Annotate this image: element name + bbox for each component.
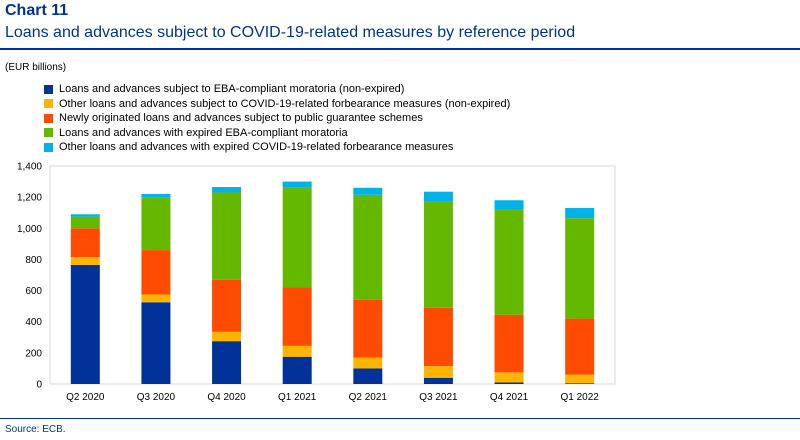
bar-segment bbox=[353, 357, 383, 369]
y-tick-label: 1,200 bbox=[17, 193, 42, 204]
x-tick-label: Q4 2021 bbox=[490, 392, 529, 403]
bar-segment bbox=[423, 191, 453, 202]
chart-title: Loans and advances subject to COVID-19-r… bbox=[5, 24, 576, 41]
bar-segment bbox=[141, 197, 171, 251]
bar-segment bbox=[212, 187, 242, 193]
legend-swatch bbox=[44, 113, 53, 123]
legend-label: Other loans and advances subject to COVI… bbox=[59, 97, 511, 110]
bar-segment bbox=[353, 299, 383, 358]
legend: Loans and advances subject to EBA-compli… bbox=[44, 82, 510, 155]
bar-segment bbox=[423, 366, 453, 378]
bar-segment bbox=[141, 294, 171, 303]
bar-segment bbox=[282, 187, 312, 288]
bar-segment bbox=[353, 187, 383, 195]
footer-rule bbox=[0, 418, 800, 419]
bar-segment bbox=[141, 194, 171, 198]
bar-segment bbox=[565, 218, 595, 319]
bar-segment bbox=[565, 383, 595, 384]
bar-segment bbox=[141, 250, 171, 295]
x-tick-label: Q1 2021 bbox=[278, 392, 317, 403]
legend-item: Loans and advances with expired EBA-comp… bbox=[44, 126, 510, 141]
x-tick-label: Q2 2021 bbox=[349, 392, 388, 403]
legend-label: Other loans and advances with expired CO… bbox=[59, 141, 454, 153]
bar-segment bbox=[212, 192, 242, 280]
legend-label: Loans and advances with expired EBA-comp… bbox=[59, 126, 348, 139]
bar-segment bbox=[282, 181, 312, 188]
legend-label: Loans and advances subject to EBA-compli… bbox=[59, 83, 405, 95]
bar-segment bbox=[423, 201, 453, 308]
bar-segment bbox=[70, 257, 100, 265]
plot-frame bbox=[49, 165, 616, 385]
source-note: Source: ECB. bbox=[5, 424, 66, 435]
legend-swatch bbox=[44, 142, 53, 152]
bar-segment bbox=[70, 264, 100, 384]
bar-segment bbox=[353, 368, 383, 384]
bar-segment bbox=[423, 377, 453, 384]
bar-segment bbox=[282, 345, 312, 357]
header-rule bbox=[0, 48, 800, 50]
bar-segment bbox=[494, 200, 524, 210]
x-tick-label: Q3 2021 bbox=[419, 392, 458, 403]
bar-segment bbox=[70, 214, 100, 217]
y-tick-label: 0 bbox=[36, 380, 42, 391]
bar-segment bbox=[212, 279, 242, 332]
legend-item: Other loans and advances with expired CO… bbox=[44, 140, 510, 155]
bar-segment bbox=[282, 287, 312, 346]
bar-segment bbox=[565, 318, 595, 375]
y-tick-label: 800 bbox=[25, 255, 42, 266]
bar-segment bbox=[494, 372, 524, 383]
unit-label: (EUR billions) bbox=[5, 62, 67, 73]
chart-number: Chart 11 bbox=[5, 2, 69, 19]
y-tick-label: 600 bbox=[25, 286, 42, 297]
legend-item: Other loans and advances subject to COVI… bbox=[44, 97, 510, 112]
bar-segment bbox=[494, 382, 524, 384]
legend-item: Loans and advances subject to EBA-compli… bbox=[44, 82, 510, 97]
legend-swatch bbox=[44, 84, 53, 94]
legend-label: Newly originated loans and advances subj… bbox=[59, 112, 423, 124]
x-tick-label: Q4 2020 bbox=[207, 392, 246, 403]
bar-segment bbox=[141, 302, 171, 384]
legend-swatch bbox=[44, 128, 53, 138]
bar-segment bbox=[423, 307, 453, 367]
bar-segment bbox=[494, 209, 524, 315]
y-tick-label: 1,400 bbox=[17, 162, 42, 173]
x-tick-label: Q1 2022 bbox=[561, 392, 600, 403]
bar-segment bbox=[282, 356, 312, 384]
bar-segment bbox=[494, 314, 524, 373]
bar-segment bbox=[212, 331, 242, 342]
bar-segment bbox=[565, 208, 595, 219]
y-tick-label: 1,000 bbox=[17, 224, 42, 235]
x-tick-label: Q2 2020 bbox=[66, 392, 105, 403]
x-tick-label: Q3 2020 bbox=[137, 392, 176, 403]
bar-segment bbox=[565, 374, 595, 384]
bar-segment bbox=[212, 341, 242, 384]
y-tick-label: 400 bbox=[25, 317, 42, 328]
bar-segment bbox=[353, 194, 383, 300]
y-tick-label: 200 bbox=[25, 348, 42, 359]
legend-item: Newly originated loans and advances subj… bbox=[44, 111, 510, 126]
bar-segment bbox=[70, 216, 100, 229]
legend-swatch bbox=[44, 99, 53, 109]
bar-segment bbox=[70, 228, 100, 258]
